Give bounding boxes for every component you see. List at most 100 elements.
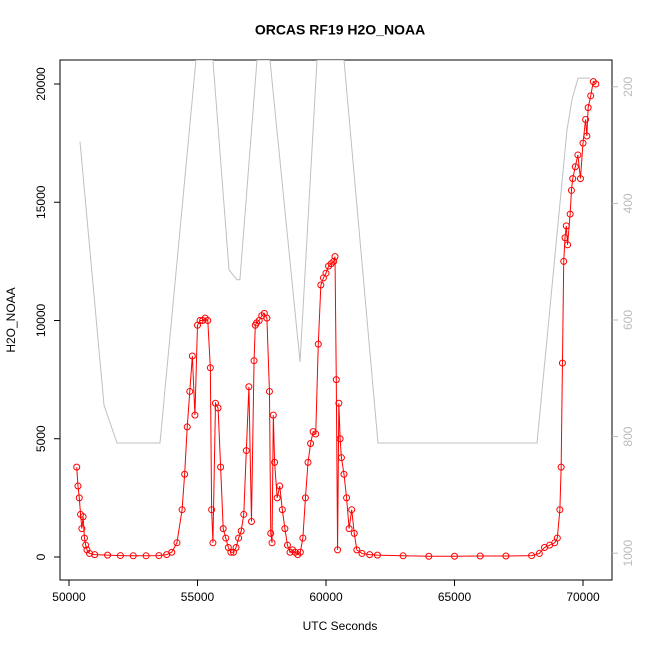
data-point bbox=[214, 404, 222, 412]
data-point bbox=[80, 534, 88, 542]
chart-title: ORCAS RF19 H2O_NOAA bbox=[255, 22, 425, 38]
y2-tick-label: 800 bbox=[621, 426, 635, 446]
data-point bbox=[582, 115, 590, 123]
data-point bbox=[334, 546, 342, 554]
data-point bbox=[343, 494, 351, 502]
data-point bbox=[242, 447, 250, 455]
data-point bbox=[574, 151, 582, 159]
data-point bbox=[556, 506, 564, 514]
data-point bbox=[535, 549, 543, 557]
data-point bbox=[579, 139, 587, 147]
data-point bbox=[528, 552, 536, 560]
data-point bbox=[86, 549, 94, 557]
data-point bbox=[299, 534, 307, 542]
data-point bbox=[358, 549, 366, 557]
data-point bbox=[204, 316, 212, 324]
data-point bbox=[558, 359, 566, 367]
data-point bbox=[584, 104, 592, 112]
y-tick-label: 15000 bbox=[34, 185, 48, 219]
data-point bbox=[322, 269, 330, 277]
data-point bbox=[222, 534, 230, 542]
y2-tick-label: 600 bbox=[621, 310, 635, 330]
data-point bbox=[592, 80, 600, 88]
data-point bbox=[178, 506, 186, 514]
data-point bbox=[399, 552, 407, 560]
data-point bbox=[561, 234, 569, 242]
data-point bbox=[283, 541, 291, 549]
data-point bbox=[278, 506, 286, 514]
data-point bbox=[340, 470, 348, 478]
x-tick-label: 60000 bbox=[309, 590, 343, 604]
data-point bbox=[425, 552, 433, 560]
data-point bbox=[208, 506, 216, 514]
data-point bbox=[348, 506, 356, 514]
data-point bbox=[276, 482, 284, 490]
data-point bbox=[91, 551, 99, 559]
data-point bbox=[155, 552, 163, 560]
data-point bbox=[269, 411, 277, 419]
data-point bbox=[217, 463, 225, 471]
data-point bbox=[502, 552, 510, 560]
data-point bbox=[206, 364, 214, 372]
data-point bbox=[265, 387, 273, 395]
data-point bbox=[331, 253, 339, 261]
data-point bbox=[235, 534, 243, 542]
data-point bbox=[345, 525, 353, 533]
data-point bbox=[74, 482, 82, 490]
data-point bbox=[247, 518, 255, 526]
data-point bbox=[330, 257, 338, 265]
data-point bbox=[219, 525, 227, 533]
data-point bbox=[173, 539, 181, 547]
data-point bbox=[314, 340, 322, 348]
data-point bbox=[78, 525, 86, 533]
data-point bbox=[304, 458, 312, 466]
data-point bbox=[566, 210, 574, 218]
data-point bbox=[267, 529, 275, 537]
data-point bbox=[569, 175, 577, 183]
data-point bbox=[250, 357, 258, 365]
data-point bbox=[587, 92, 595, 100]
data-point bbox=[576, 175, 584, 183]
data-point bbox=[273, 494, 281, 502]
data-point bbox=[337, 454, 345, 462]
data-point bbox=[307, 439, 315, 447]
x-tick-label: 55000 bbox=[181, 590, 215, 604]
data-point bbox=[451, 552, 459, 560]
series-line bbox=[79, 60, 590, 444]
data-point bbox=[366, 551, 374, 559]
data-point bbox=[583, 132, 591, 140]
data-point bbox=[553, 534, 561, 542]
data-point bbox=[271, 458, 279, 466]
data-point bbox=[560, 257, 568, 265]
data-point bbox=[142, 552, 150, 560]
data-point bbox=[373, 551, 381, 559]
data-point bbox=[562, 222, 570, 230]
data-point bbox=[564, 241, 572, 249]
y-tick-label: 0 bbox=[34, 553, 48, 560]
data-point bbox=[240, 510, 248, 518]
y2-tick-label: 200 bbox=[621, 76, 635, 96]
data-point bbox=[129, 552, 137, 560]
data-point bbox=[232, 544, 240, 552]
data-point bbox=[186, 387, 194, 395]
data-point bbox=[301, 494, 309, 502]
x-axis-label: UTC Seconds bbox=[303, 619, 378, 633]
data-point bbox=[73, 463, 81, 471]
data-point bbox=[332, 376, 340, 384]
data-point bbox=[191, 411, 199, 419]
data-point bbox=[168, 548, 176, 556]
data-point bbox=[227, 548, 235, 556]
data-point bbox=[79, 513, 87, 521]
data-point bbox=[335, 399, 343, 407]
data-point bbox=[75, 494, 83, 502]
data-point bbox=[82, 541, 90, 549]
data-point bbox=[188, 352, 196, 360]
x-tick-label: 70000 bbox=[566, 590, 600, 604]
data-point bbox=[336, 435, 344, 443]
data-point bbox=[567, 186, 575, 194]
data-point bbox=[209, 539, 217, 547]
plot-area bbox=[73, 60, 600, 560]
data-point bbox=[263, 314, 271, 322]
y2-tick-label: 1000 bbox=[621, 540, 635, 567]
